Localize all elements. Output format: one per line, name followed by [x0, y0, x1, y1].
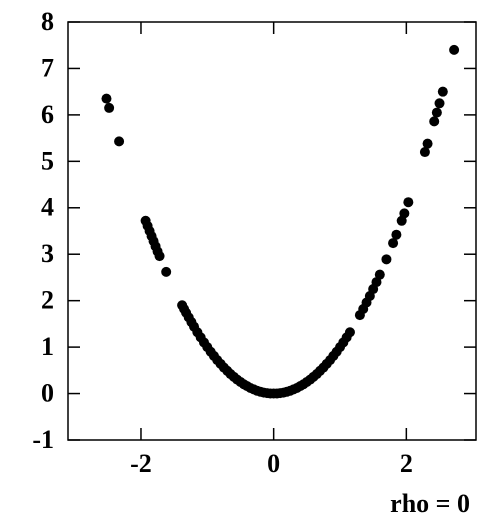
point	[419, 147, 430, 158]
y-tick-label: 1	[41, 332, 54, 361]
y-tick-label: 2	[41, 286, 54, 315]
point	[161, 266, 172, 277]
y-tick-label: -1	[32, 425, 54, 454]
y-tick-label: 5	[41, 146, 54, 175]
plot-frame	[67, 21, 477, 441]
y-tick-label: 6	[41, 100, 54, 129]
point	[429, 116, 440, 127]
x-axis-label: rho = 0	[390, 489, 470, 518]
point	[422, 138, 433, 149]
point	[388, 238, 399, 249]
point	[403, 197, 414, 208]
point	[434, 98, 445, 109]
point	[154, 251, 165, 262]
point	[391, 229, 402, 240]
point	[399, 208, 410, 219]
y-tick-label: 4	[41, 193, 54, 222]
point	[114, 136, 125, 147]
x-tick-label: 0	[267, 449, 280, 478]
y-tick-label: 0	[41, 379, 54, 408]
x-tick-label: 2	[400, 449, 413, 478]
point	[381, 254, 392, 265]
point	[437, 86, 448, 97]
point	[104, 102, 115, 113]
x-tick-label: -2	[130, 449, 152, 478]
y-tick-label: 7	[41, 53, 54, 82]
point	[374, 269, 385, 280]
y-tick-label: 3	[41, 239, 54, 268]
point	[344, 327, 355, 338]
point	[431, 107, 442, 118]
point	[449, 44, 460, 55]
point	[101, 93, 112, 104]
y-tick-label: 8	[41, 7, 54, 36]
